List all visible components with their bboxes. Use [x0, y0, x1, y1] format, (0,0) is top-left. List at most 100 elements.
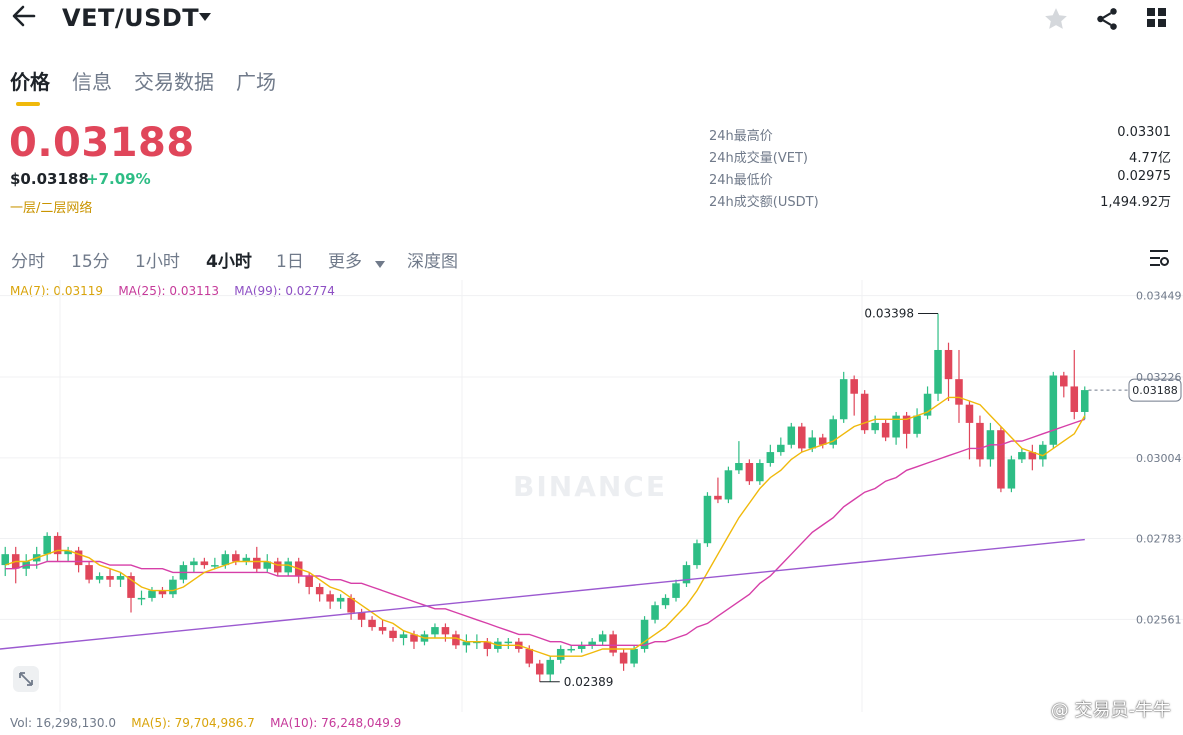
footer-watermark: @ 交易员-牛牛 — [1050, 700, 1171, 721]
candle-body — [43, 535, 51, 555]
candle-body — [997, 430, 1005, 489]
chart-settings-icon[interactable] — [1148, 248, 1170, 272]
candle-body — [955, 379, 963, 405]
candle-body — [378, 627, 387, 631]
candle-body — [253, 557, 261, 569]
tab-info[interactable]: 信息 — [72, 70, 112, 94]
y-tick-label: 0.02561 — [1136, 613, 1182, 626]
candle-body — [284, 561, 292, 573]
candle-body — [588, 641, 596, 646]
star-icon[interactable] — [1043, 6, 1069, 32]
candle-body — [1060, 375, 1068, 387]
binance-watermark: BINANCE — [513, 470, 667, 503]
candle-body — [137, 597, 146, 600]
share-icon[interactable] — [1094, 6, 1120, 32]
candle-body — [473, 641, 481, 644]
tab-price[interactable]: 价格 — [10, 70, 50, 94]
candle-body — [305, 576, 313, 587]
ma99-line — [0, 538, 1085, 650]
candle-body — [116, 576, 125, 580]
candle-body — [598, 634, 607, 642]
candle-body — [556, 648, 565, 660]
candle-body — [462, 641, 471, 646]
candle-body — [735, 463, 743, 471]
candle-body — [902, 415, 911, 434]
candle-body — [232, 554, 240, 562]
candle-body — [913, 415, 921, 434]
candle-body — [619, 652, 628, 664]
pair-title[interactable]: VET/USDT — [62, 4, 200, 32]
candle-body — [431, 627, 439, 635]
candle-body — [1049, 375, 1058, 445]
ma7-line — [4, 396, 1086, 657]
price-change: +7.09% — [86, 170, 151, 188]
candle-body — [829, 419, 837, 445]
interval-timeline[interactable]: 分时 — [11, 252, 45, 272]
candle-body — [756, 463, 764, 482]
candle-body — [336, 597, 345, 602]
candle-body — [368, 619, 376, 628]
candle-body — [745, 463, 754, 482]
y-tick-label: 0.02783 — [1136, 532, 1182, 545]
y-tick-label: 0.03449 — [1136, 290, 1182, 303]
interval-1d[interactable]: 1日 — [276, 252, 304, 272]
candle-body — [871, 422, 879, 431]
candle-body — [892, 415, 900, 438]
candle-body — [1039, 444, 1047, 460]
candle-body — [693, 543, 701, 566]
candle-body — [357, 612, 366, 620]
interval-more[interactable]: 更多 — [328, 252, 362, 272]
candle-body — [1, 554, 10, 566]
candle-body — [242, 557, 251, 562]
back-arrow-icon[interactable] — [10, 2, 42, 34]
category-tag[interactable]: 一层/二层网络 — [10, 201, 93, 216]
candle-body — [1007, 459, 1016, 489]
ma-lines-layer — [0, 396, 1086, 657]
candle-body — [661, 597, 670, 606]
interval-1h[interactable]: 1小时 — [135, 252, 180, 272]
candle-body — [934, 349, 942, 394]
fullscreen-icon[interactable] — [12, 665, 40, 697]
candle-body — [399, 634, 408, 639]
candle-body — [315, 586, 324, 595]
candle-body — [860, 393, 869, 431]
stat-low-value: 0.02975 — [1117, 169, 1171, 184]
pair-dropdown-icon[interactable] — [198, 10, 212, 26]
stat-high-label: 24h最高价 — [709, 129, 773, 144]
low-annotation-label: 0.02389 — [564, 675, 614, 689]
candle-body — [766, 452, 775, 464]
interval-depth[interactable]: 深度图 — [407, 252, 458, 272]
candle-body — [808, 437, 817, 449]
candle-body — [1080, 390, 1089, 412]
grid-icon[interactable] — [1145, 6, 1171, 32]
candle-body — [200, 561, 209, 566]
candle-body — [389, 630, 397, 639]
volume-legend: Vol: 16,298,130.0 MA(5): 79,704,986.7 MA… — [10, 716, 401, 730]
candle-body — [651, 605, 659, 620]
tab-square[interactable]: 广场 — [236, 70, 276, 94]
interval-4h[interactable]: 4小时 — [206, 252, 252, 272]
stat-turnover-value: 1,494.92万 — [1100, 195, 1171, 210]
candle-body — [714, 495, 722, 500]
candle-body — [74, 550, 83, 566]
candle-body — [347, 597, 355, 613]
candle-body — [85, 565, 93, 580]
candle-body — [190, 561, 198, 566]
more-dropdown-icon[interactable] — [375, 254, 385, 273]
candle-body — [944, 349, 953, 380]
current-price-tag — [1128, 378, 1182, 402]
annotations-layer: 0.03398 0.02389 0.03188 — [539, 307, 1182, 689]
high-annotation-label: 0.03398 — [864, 307, 914, 321]
candle-body — [221, 554, 230, 566]
candle-body — [787, 426, 796, 445]
candle-body — [504, 641, 513, 644]
interval-15m[interactable]: 15分 — [71, 252, 110, 272]
candle-body — [976, 422, 984, 460]
candle-body — [211, 565, 219, 567]
tab-trading-data[interactable]: 交易数据 — [134, 70, 214, 94]
candles-layer — [1, 313, 1089, 682]
candle-body — [682, 565, 691, 584]
candle-body — [326, 594, 334, 602]
candle-body — [630, 648, 638, 664]
